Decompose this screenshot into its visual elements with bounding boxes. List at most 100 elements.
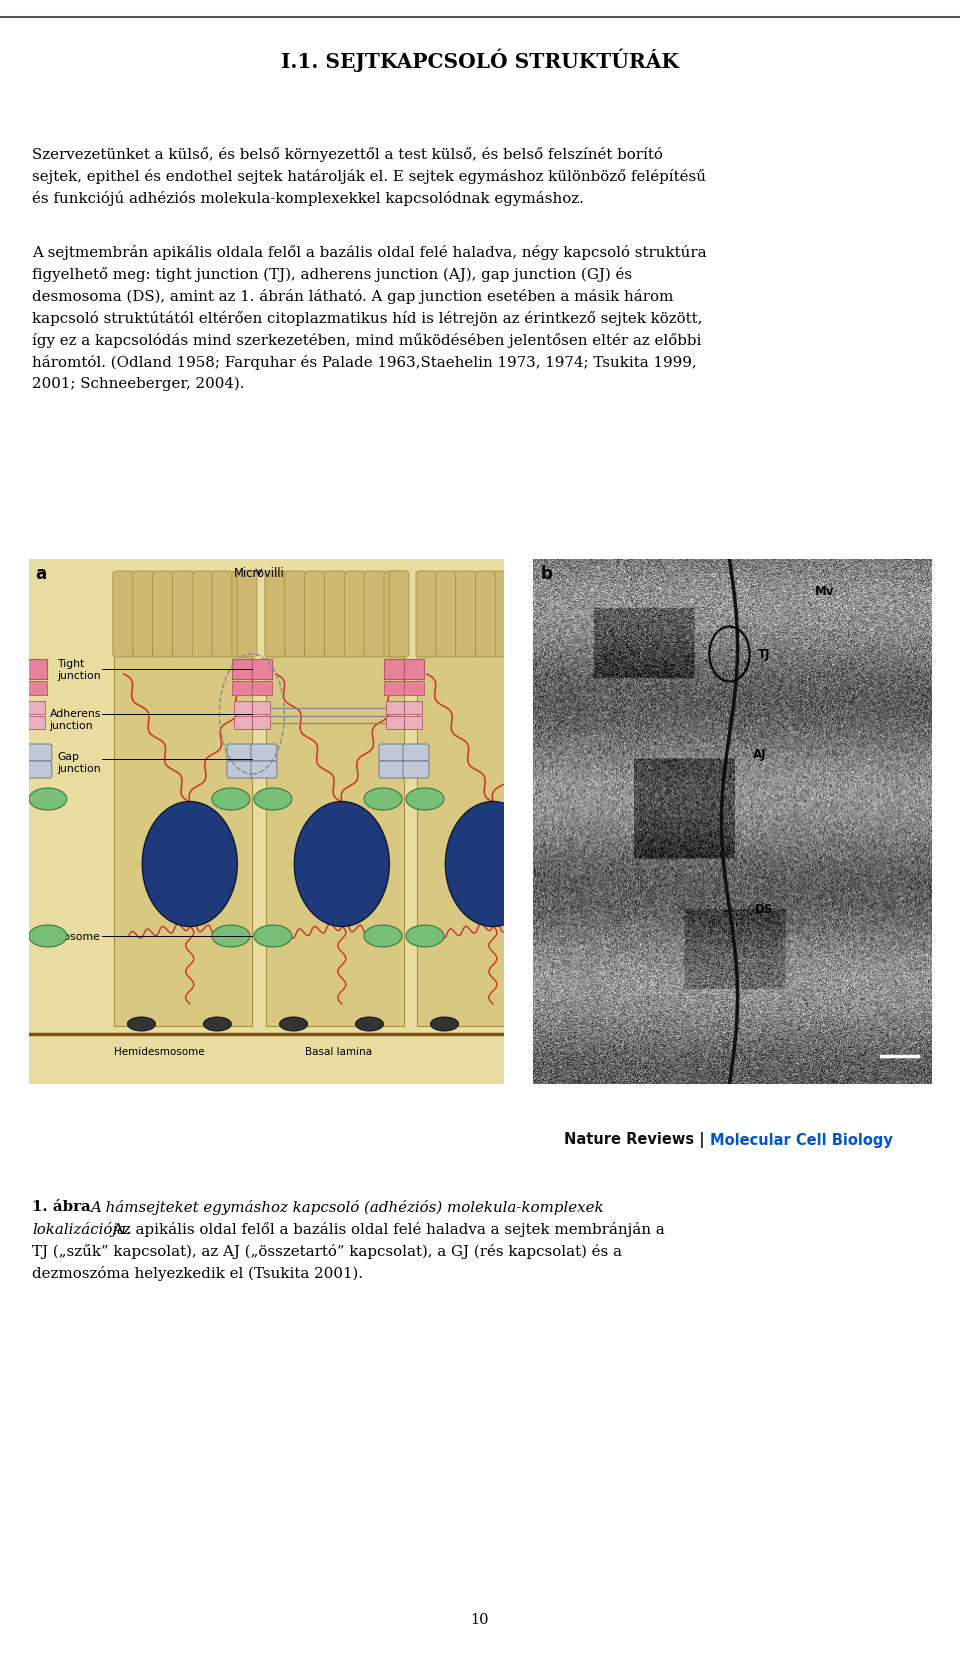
Text: háromtól. (Odland 1958; Farquhar és Palade 1963,Staehelin 1973, 1974; Tsukita 19: háromtól. (Odland 1958; Farquhar és Pala…: [32, 354, 697, 369]
Bar: [234, 717, 252, 730]
Bar: [539, 702, 557, 715]
Bar: [557, 682, 577, 695]
Ellipse shape: [559, 788, 597, 811]
FancyBboxPatch shape: [403, 745, 429, 761]
FancyBboxPatch shape: [495, 571, 516, 657]
Ellipse shape: [212, 788, 250, 811]
FancyBboxPatch shape: [379, 761, 405, 778]
Text: Az apikális oldal felől a bazális oldal felé haladva a sejtek membránján a: Az apikális oldal felől a bazális oldal …: [112, 1221, 664, 1236]
FancyBboxPatch shape: [324, 571, 346, 657]
Bar: [537, 682, 557, 695]
Text: Szervezetünket a külső, és belső környezettől a test külső, és belső felszínét b: Szervezetünket a külső, és belső környez…: [32, 147, 662, 162]
Bar: [404, 682, 424, 695]
Ellipse shape: [253, 925, 292, 947]
FancyBboxPatch shape: [556, 761, 582, 778]
Ellipse shape: [406, 925, 444, 947]
Text: Molecular Cell Biology: Molecular Cell Biology: [710, 1132, 893, 1147]
FancyBboxPatch shape: [2, 761, 28, 778]
Bar: [232, 682, 252, 695]
Bar: [7, 660, 27, 680]
Bar: [557, 717, 575, 730]
FancyBboxPatch shape: [532, 761, 558, 778]
Ellipse shape: [406, 788, 444, 811]
FancyBboxPatch shape: [532, 745, 558, 761]
Ellipse shape: [279, 1018, 307, 1031]
FancyBboxPatch shape: [379, 745, 405, 761]
FancyBboxPatch shape: [113, 571, 133, 657]
FancyBboxPatch shape: [153, 571, 174, 657]
Bar: [384, 682, 404, 695]
Bar: [266, 655, 404, 1026]
Text: lokalizációja.: lokalizációja.: [32, 1221, 131, 1236]
FancyBboxPatch shape: [389, 571, 409, 657]
Ellipse shape: [29, 925, 67, 947]
FancyBboxPatch shape: [345, 571, 365, 657]
Text: sejtek, epithel és endothel sejtek határolják el. E sejtek egymáshoz különböző f: sejtek, epithel és endothel sejtek határ…: [32, 169, 706, 184]
Text: A sejtmembrán apikális oldala felől a bazális oldal felé haladva, négy kapcsoló : A sejtmembrán apikális oldala felől a ba…: [32, 245, 707, 260]
Text: 1. ábra: 1. ábra: [32, 1200, 91, 1213]
Ellipse shape: [253, 788, 292, 811]
Ellipse shape: [559, 925, 597, 947]
Bar: [384, 660, 404, 680]
Text: figyelhető meg: tight junction (TJ), adherens junction (AJ), gap junction (GJ) é: figyelhető meg: tight junction (TJ), adh…: [32, 266, 632, 281]
Text: DS: DS: [755, 904, 773, 915]
Ellipse shape: [0, 925, 25, 947]
Ellipse shape: [295, 803, 390, 927]
Bar: [234, 702, 252, 715]
FancyBboxPatch shape: [556, 745, 582, 761]
FancyBboxPatch shape: [403, 761, 429, 778]
Bar: [537, 660, 557, 680]
FancyBboxPatch shape: [456, 571, 477, 657]
Text: AJ: AJ: [753, 748, 766, 761]
Bar: [27, 702, 45, 715]
FancyBboxPatch shape: [475, 571, 496, 657]
Ellipse shape: [517, 788, 555, 811]
Text: Microvilli: Microvilli: [233, 566, 284, 579]
Bar: [9, 717, 27, 730]
FancyBboxPatch shape: [251, 761, 276, 778]
Ellipse shape: [29, 788, 67, 811]
Text: Tight
junction: Tight junction: [58, 659, 101, 680]
Ellipse shape: [128, 1018, 156, 1031]
Bar: [252, 717, 270, 730]
FancyBboxPatch shape: [26, 761, 52, 778]
Bar: [252, 702, 270, 715]
Text: TJ: TJ: [757, 649, 770, 660]
Text: és funkciójú adhéziós molekula-komplexekkel kapcsolódnak egymáshoz.: és funkciójú adhéziós molekula-komplexek…: [32, 190, 584, 205]
Bar: [386, 702, 404, 715]
Text: Hemidesmosome: Hemidesmosome: [113, 1046, 204, 1056]
Text: I.1. SEJTKAPCSOLÓ STRUKTÚRÁK: I.1. SEJTKAPCSOLÓ STRUKTÚRÁK: [281, 48, 679, 71]
Bar: [539, 717, 557, 730]
Text: 10: 10: [470, 1612, 490, 1625]
Bar: [404, 717, 422, 730]
Bar: [27, 660, 47, 680]
FancyBboxPatch shape: [2, 745, 28, 761]
Text: Adherens
junction: Adherens junction: [50, 708, 101, 730]
Text: dezmoszóma helyezkedik el (Tsukita 2001).: dezmoszóma helyezkedik el (Tsukita 2001)…: [32, 1264, 363, 1281]
Text: Mv: Mv: [815, 584, 834, 597]
Ellipse shape: [517, 925, 555, 947]
FancyBboxPatch shape: [132, 571, 154, 657]
Ellipse shape: [142, 803, 237, 927]
FancyBboxPatch shape: [251, 745, 276, 761]
Text: 2001; Schneeberger, 2004).: 2001; Schneeberger, 2004).: [32, 377, 245, 391]
Bar: [252, 682, 272, 695]
Bar: [417, 655, 555, 1026]
FancyBboxPatch shape: [227, 745, 252, 761]
Ellipse shape: [445, 803, 540, 927]
Bar: [557, 660, 577, 680]
FancyBboxPatch shape: [516, 571, 537, 657]
Bar: [114, 655, 252, 1026]
FancyBboxPatch shape: [232, 571, 252, 657]
FancyBboxPatch shape: [384, 571, 405, 657]
FancyBboxPatch shape: [535, 571, 556, 657]
Bar: [27, 717, 45, 730]
Ellipse shape: [364, 788, 402, 811]
Text: b: b: [540, 564, 553, 583]
Bar: [557, 702, 575, 715]
Bar: [232, 660, 252, 680]
FancyBboxPatch shape: [212, 571, 233, 657]
Ellipse shape: [507, 1018, 535, 1031]
Text: Gap
junction: Gap junction: [58, 751, 101, 773]
Ellipse shape: [0, 788, 25, 811]
